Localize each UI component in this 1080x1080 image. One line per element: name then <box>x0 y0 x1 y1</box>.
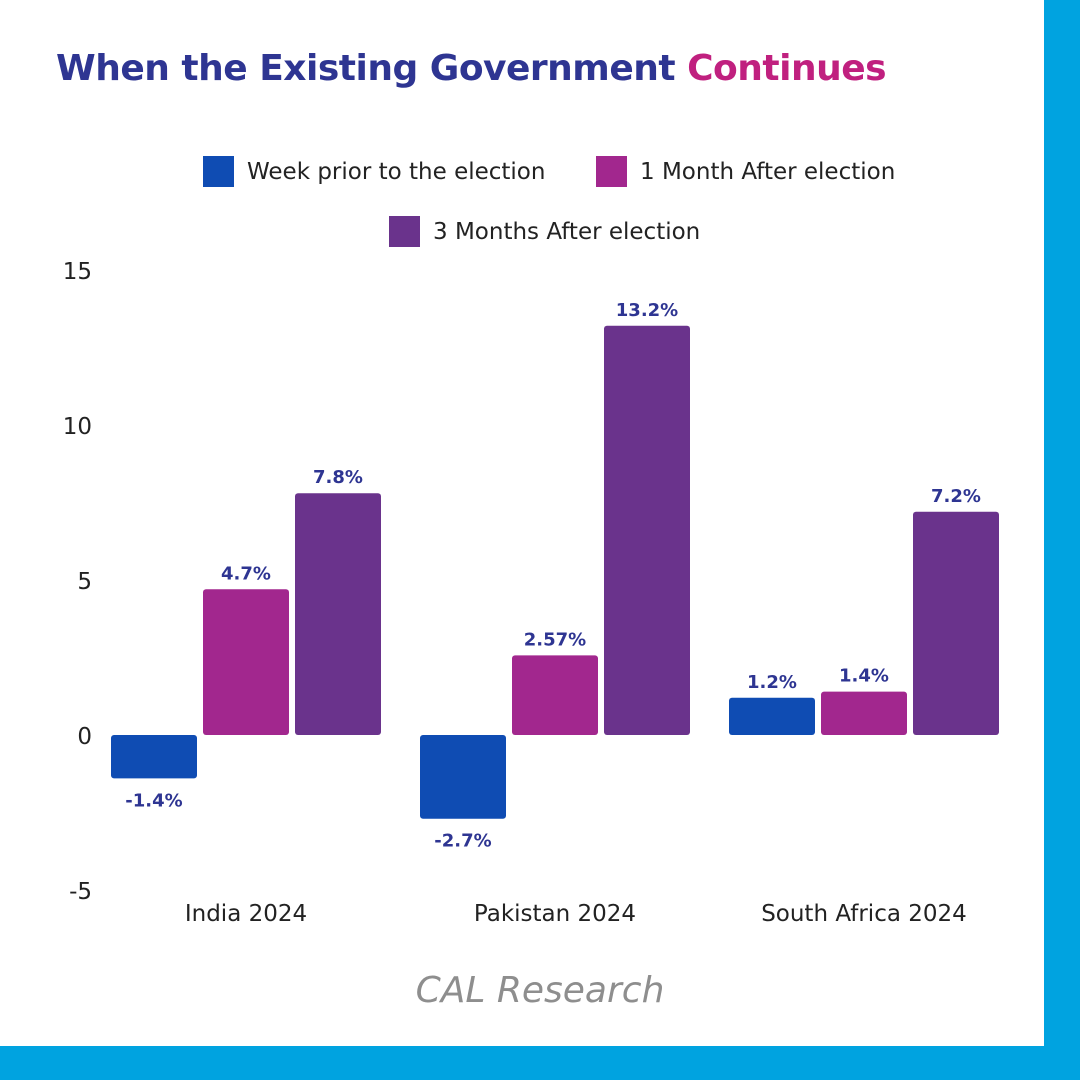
source-credit: CAL Research <box>415 970 665 1011</box>
chart-title-highlight: Continues <box>687 48 887 89</box>
bar-chart: 15 10 5 0 -5 -1.4% 4.7% 7.8% India 2024 -2.7% 2.57… <box>63 259 999 927</box>
legend-label-3-months-after: 3 Months After election <box>433 218 701 245</box>
y-tick-label: 5 <box>77 569 92 595</box>
data-label: 13.2% <box>616 300 678 321</box>
legend-swatch-week-prior <box>203 156 234 187</box>
frame-bottom-bar <box>0 1046 1080 1080</box>
data-label: 2.57% <box>524 629 586 650</box>
legend-swatch-3-months-after <box>389 216 420 247</box>
bar-india-2024-s2 <box>295 493 381 735</box>
bar-pakistan-2024-s1 <box>512 655 598 735</box>
data-label: 7.8% <box>313 467 363 488</box>
bar-pakistan-2024-s2 <box>604 325 690 735</box>
bar-south-africa-2024-s0 <box>729 697 815 735</box>
legend-item-3-months-after: 3 Months After election <box>389 216 700 247</box>
y-tick-label: 15 <box>63 259 92 285</box>
x-category-label: South Africa 2024 <box>761 901 967 927</box>
data-label: 4.7% <box>221 563 271 584</box>
frame-right-bar <box>1044 0 1080 1080</box>
data-label: 1.2% <box>747 672 797 693</box>
y-tick-label: 0 <box>77 724 92 750</box>
legend-item-1-month-after: 1 Month After election <box>596 156 895 187</box>
legend-label-1-month-after: 1 Month After election <box>640 158 896 185</box>
x-category-label: India 2024 <box>185 901 307 927</box>
legend-label-week-prior: Week prior to the election <box>247 158 546 185</box>
legend-swatch-1-month-after <box>596 156 627 187</box>
y-tick-label: 10 <box>63 414 92 440</box>
data-label: 1.4% <box>839 666 889 687</box>
data-label: 7.2% <box>931 486 981 507</box>
bar-india-2024-s0 <box>111 735 197 779</box>
bar-south-africa-2024-s1 <box>821 691 907 735</box>
data-label: -2.7% <box>434 831 491 852</box>
chart-title-main: When the Existing Government <box>56 48 676 89</box>
chart-title: When the Existing Government Continues <box>56 48 887 89</box>
data-label: -1.4% <box>125 790 182 811</box>
x-category-label: Pakistan 2024 <box>474 901 636 927</box>
bar-india-2024-s1 <box>203 589 289 735</box>
legend-item-week-prior: Week prior to the election <box>203 156 545 187</box>
bar-pakistan-2024-s0 <box>420 735 506 819</box>
bar-south-africa-2024-s2 <box>913 511 999 735</box>
y-tick-label: -5 <box>69 879 92 905</box>
